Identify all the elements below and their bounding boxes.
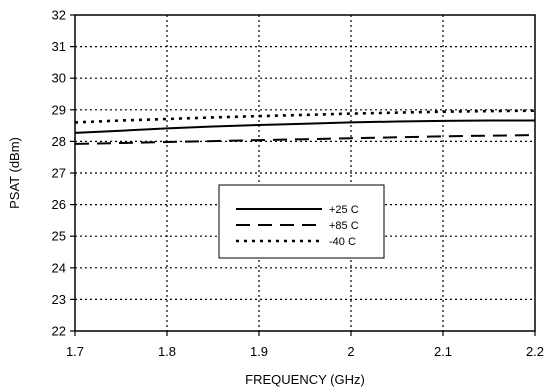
x-tick-label: 1.8 <box>158 344 176 359</box>
y-tick-label: 32 <box>52 8 66 23</box>
series-group <box>74 109 536 145</box>
legend: +25 C +85 C -40 C <box>218 184 385 259</box>
y-tick-label: 25 <box>52 229 66 244</box>
y-tick-label: 30 <box>52 71 66 86</box>
x-tick-label: 1.7 <box>66 344 84 359</box>
x-tick-label: 2.1 <box>434 344 452 359</box>
y-tick-label: 27 <box>52 166 66 181</box>
legend-label: -40 C <box>329 236 356 248</box>
x-tick-label: 2.2 <box>526 344 544 359</box>
y-tick-label: 24 <box>52 260 66 275</box>
x-tick-label: 1.9 <box>250 344 268 359</box>
y-tick-label: 28 <box>52 134 66 149</box>
grid <box>75 15 535 331</box>
legend-box <box>218 184 385 259</box>
x-axis: 1.7 1.8 1.9 2 2.1 2.2 <box>66 331 544 359</box>
y-tick-label: 22 <box>52 324 66 339</box>
y-tick-label: 23 <box>52 292 66 307</box>
y-axis: 22 23 24 25 26 27 28 29 30 31 32 <box>52 8 75 339</box>
y-tick-label: 26 <box>52 197 66 212</box>
x-axis-label: FREQUENCY (GHz) <box>245 372 365 387</box>
series-line-85c <box>74 134 536 145</box>
y-tick-label: 31 <box>52 39 66 54</box>
legend-label: +25 C <box>329 204 359 216</box>
legend-label: +85 C <box>329 220 359 232</box>
series-line-25c <box>74 119 535 134</box>
x-tick-label: 2 <box>347 344 354 359</box>
y-tick-label: 29 <box>52 102 66 117</box>
y-axis-label: PSAT (dBm) <box>7 137 22 209</box>
